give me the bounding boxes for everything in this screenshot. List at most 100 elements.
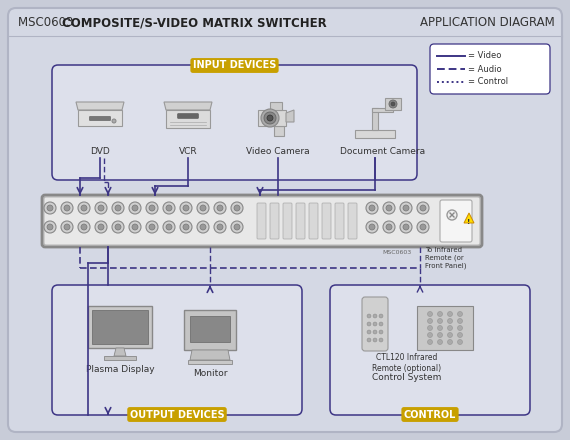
Circle shape <box>447 326 453 330</box>
Circle shape <box>403 205 409 211</box>
Text: MSC0603: MSC0603 <box>382 250 412 256</box>
Circle shape <box>369 205 375 211</box>
Circle shape <box>447 210 457 220</box>
Circle shape <box>367 314 371 318</box>
Text: APPLICATION DIAGRAM: APPLICATION DIAGRAM <box>420 16 555 29</box>
Circle shape <box>379 322 383 326</box>
Circle shape <box>217 205 223 211</box>
Circle shape <box>438 319 442 323</box>
Circle shape <box>180 221 192 233</box>
Circle shape <box>366 221 378 233</box>
Circle shape <box>81 224 87 230</box>
Circle shape <box>379 338 383 342</box>
Circle shape <box>379 330 383 334</box>
Circle shape <box>44 202 56 214</box>
FancyBboxPatch shape <box>52 285 302 415</box>
Polygon shape <box>76 102 124 110</box>
Circle shape <box>231 221 243 233</box>
Circle shape <box>264 112 276 124</box>
FancyBboxPatch shape <box>44 197 480 245</box>
Circle shape <box>367 330 371 334</box>
Circle shape <box>417 221 429 233</box>
Circle shape <box>129 221 141 233</box>
Circle shape <box>166 224 172 230</box>
Circle shape <box>115 205 121 211</box>
Circle shape <box>369 224 375 230</box>
Circle shape <box>366 202 378 214</box>
Circle shape <box>458 319 462 323</box>
Text: DVD: DVD <box>90 147 110 157</box>
FancyBboxPatch shape <box>330 285 530 415</box>
Circle shape <box>183 224 189 230</box>
Circle shape <box>200 205 206 211</box>
Circle shape <box>428 319 433 323</box>
Polygon shape <box>114 348 126 356</box>
Polygon shape <box>164 102 212 110</box>
Polygon shape <box>78 110 122 126</box>
Polygon shape <box>166 110 210 128</box>
Polygon shape <box>92 310 148 344</box>
Text: CTL120 Infrared
Remote (optional): CTL120 Infrared Remote (optional) <box>372 352 442 374</box>
Circle shape <box>428 333 433 337</box>
Circle shape <box>47 205 53 211</box>
Circle shape <box>386 205 392 211</box>
Circle shape <box>197 202 209 214</box>
Circle shape <box>367 338 371 342</box>
Text: MSC0603: MSC0603 <box>18 16 77 29</box>
Polygon shape <box>88 306 152 348</box>
Circle shape <box>47 224 53 230</box>
FancyBboxPatch shape <box>348 203 357 239</box>
Polygon shape <box>270 102 282 110</box>
Circle shape <box>78 202 90 214</box>
Polygon shape <box>372 108 393 112</box>
Circle shape <box>447 340 453 345</box>
FancyBboxPatch shape <box>270 203 279 239</box>
Circle shape <box>447 319 453 323</box>
FancyBboxPatch shape <box>440 200 472 242</box>
Circle shape <box>180 202 192 214</box>
Text: To Infrared
Remote (or
Front Panel): To Infrared Remote (or Front Panel) <box>425 247 466 269</box>
FancyBboxPatch shape <box>8 8 562 432</box>
Polygon shape <box>184 310 236 350</box>
Circle shape <box>458 333 462 337</box>
Circle shape <box>129 202 141 214</box>
Circle shape <box>163 202 175 214</box>
Polygon shape <box>190 316 230 342</box>
Polygon shape <box>188 360 232 364</box>
FancyBboxPatch shape <box>362 297 388 351</box>
Circle shape <box>95 202 107 214</box>
Circle shape <box>428 326 433 330</box>
Circle shape <box>200 224 206 230</box>
Circle shape <box>149 224 155 230</box>
Text: Video Camera: Video Camera <box>246 147 310 157</box>
Circle shape <box>386 224 392 230</box>
Circle shape <box>438 326 442 330</box>
Circle shape <box>64 205 70 211</box>
Text: = Control: = Control <box>468 77 508 87</box>
Circle shape <box>267 115 273 121</box>
Text: INPUT DEVICES: INPUT DEVICES <box>193 60 276 70</box>
Circle shape <box>95 221 107 233</box>
Circle shape <box>217 224 223 230</box>
Polygon shape <box>258 110 286 126</box>
Text: !: ! <box>467 219 471 224</box>
Polygon shape <box>286 110 294 122</box>
Circle shape <box>438 333 442 337</box>
Circle shape <box>428 312 433 316</box>
Circle shape <box>44 221 56 233</box>
Circle shape <box>438 340 442 345</box>
Circle shape <box>403 224 409 230</box>
Circle shape <box>373 322 377 326</box>
FancyBboxPatch shape <box>89 117 111 121</box>
Circle shape <box>447 312 453 316</box>
Text: Control System: Control System <box>372 374 442 382</box>
Polygon shape <box>190 350 230 360</box>
Circle shape <box>197 221 209 233</box>
Circle shape <box>98 224 104 230</box>
Circle shape <box>379 314 383 318</box>
FancyBboxPatch shape <box>257 203 266 239</box>
Circle shape <box>373 314 377 318</box>
Circle shape <box>383 221 395 233</box>
Circle shape <box>61 202 73 214</box>
Circle shape <box>132 224 138 230</box>
